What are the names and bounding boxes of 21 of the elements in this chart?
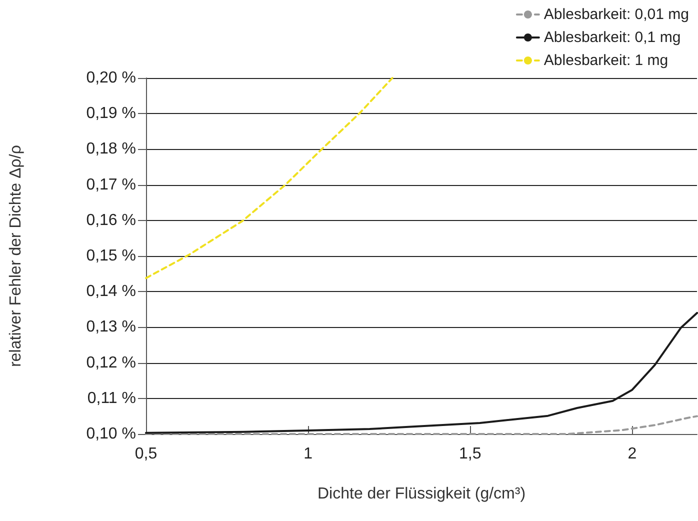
y-tick-label: 0,10 % (86, 426, 136, 442)
x-tick-label: 1,5 (458, 446, 482, 462)
y-tick-label: 0,18 % (86, 140, 136, 158)
legend-label: Ablesbarkeit: 0,01 mg (544, 6, 689, 23)
x-tick-label: 0,5 (134, 446, 158, 462)
y-tick-label: 0,13 % (86, 318, 136, 336)
y-tick-label: 0,19 % (86, 105, 136, 122)
legend-label: Ablesbarkeit: 0,1 mg (544, 29, 681, 46)
y-tick-label: 0,14 % (86, 283, 136, 300)
y-axis-title: relativer Fehler der Dichte Δρ/ρ (8, 145, 24, 367)
y-tick-label: 0,12 % (86, 354, 136, 372)
line-series (145, 77, 394, 280)
x-tick-label: 1 (304, 446, 313, 462)
x-tick-label: 2 (628, 446, 637, 462)
x-axis-title: Dichte der Flüssigkeit (g/cm³) (317, 486, 526, 502)
y-tick-label: 0,11 % (87, 390, 136, 407)
y-tick-label: 0,15 % (86, 248, 136, 264)
legend-label: Ablesbarkeit: 1 mg (544, 52, 668, 69)
y-tick-label: 0,17 % (86, 176, 136, 194)
y-tick-label: 0,16 % (86, 212, 136, 229)
y-tick-label: 0,20 % (86, 70, 136, 86)
